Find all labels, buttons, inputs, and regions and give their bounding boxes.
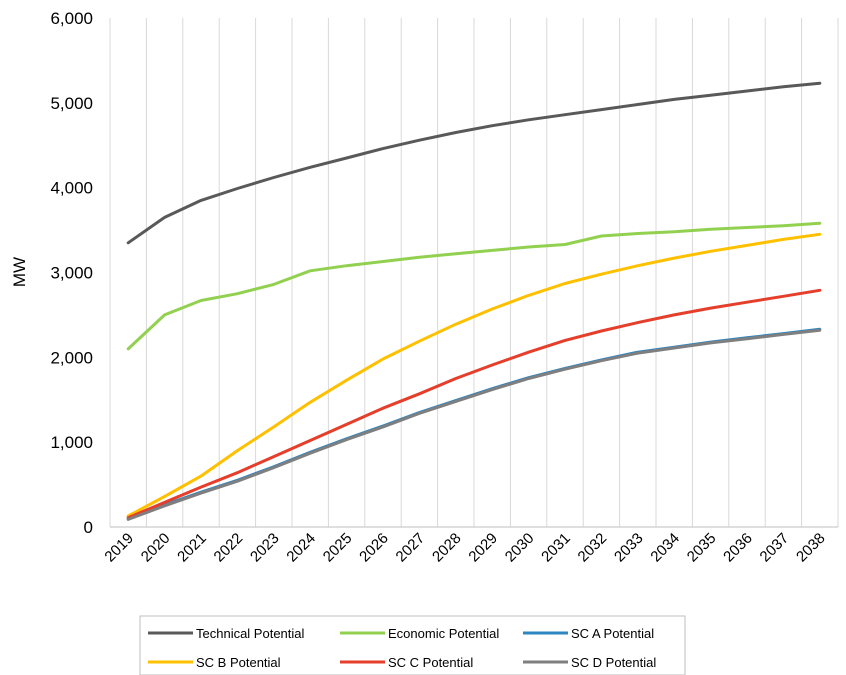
x-tick-label: 2028 xyxy=(429,530,465,566)
y-tick-label: 3,000 xyxy=(50,264,93,283)
x-tick-label: 2027 xyxy=(393,530,429,566)
x-tick-label: 2035 xyxy=(684,530,720,566)
x-tick-label: 2024 xyxy=(283,530,319,566)
legend-label: SC C Potential xyxy=(388,655,473,670)
series-line xyxy=(126,288,822,520)
x-tick-label: 2022 xyxy=(211,530,247,566)
y-axis-ticks: 0 1,000 2,000 3,000 4,000 5,000 6,000 xyxy=(50,9,93,537)
series-line xyxy=(126,232,822,518)
legend-label: SC B Potential xyxy=(196,655,281,670)
series-line xyxy=(126,328,822,521)
legend-border xyxy=(139,615,686,675)
legend-label: SC A Potential xyxy=(571,626,654,641)
x-tick-label: 2030 xyxy=(502,530,538,566)
y-tick-label: 1,000 xyxy=(50,433,93,452)
x-axis-ticks: 2019 2020 2021 2022 2023 2024 2025 2026 2027 2028… xyxy=(101,530,828,566)
x-tick-label: 2037 xyxy=(757,530,793,566)
x-tick-label: 2029 xyxy=(465,530,501,566)
x-tick-label: 2026 xyxy=(356,530,392,566)
x-tick-label: 2031 xyxy=(538,530,574,566)
x-tick-label: 2025 xyxy=(320,530,356,566)
x-tick-label: 2034 xyxy=(647,530,683,566)
gridlines xyxy=(109,18,839,528)
series-line xyxy=(126,221,822,351)
x-tick-label: 2020 xyxy=(138,530,174,566)
series-line xyxy=(126,81,822,245)
y-tick-label: 6,000 xyxy=(50,9,93,28)
legend-label: SC D Potential xyxy=(571,655,656,670)
x-tick-label: 2038 xyxy=(793,530,829,566)
x-tick-label: 2036 xyxy=(720,530,756,566)
y-tick-label: 5,000 xyxy=(50,94,93,113)
x-tick-label: 2023 xyxy=(247,530,283,566)
y-tick-label: 2,000 xyxy=(50,348,93,367)
legend: Technical Potential Economic Potential SC … xyxy=(139,615,686,675)
y-tick-label: 0 xyxy=(84,518,93,537)
series-lines xyxy=(126,81,822,521)
x-tick-label: 2033 xyxy=(611,530,647,566)
x-tick-label: 2032 xyxy=(575,530,611,566)
y-axis-label: MW xyxy=(10,257,29,287)
legend-label: Economic Potential xyxy=(388,626,499,641)
x-tick-label: 2019 xyxy=(101,530,137,566)
legend-label: Technical Potential xyxy=(196,626,305,641)
y-tick-label: 4,000 xyxy=(50,179,93,198)
x-tick-label: 2021 xyxy=(174,530,210,566)
